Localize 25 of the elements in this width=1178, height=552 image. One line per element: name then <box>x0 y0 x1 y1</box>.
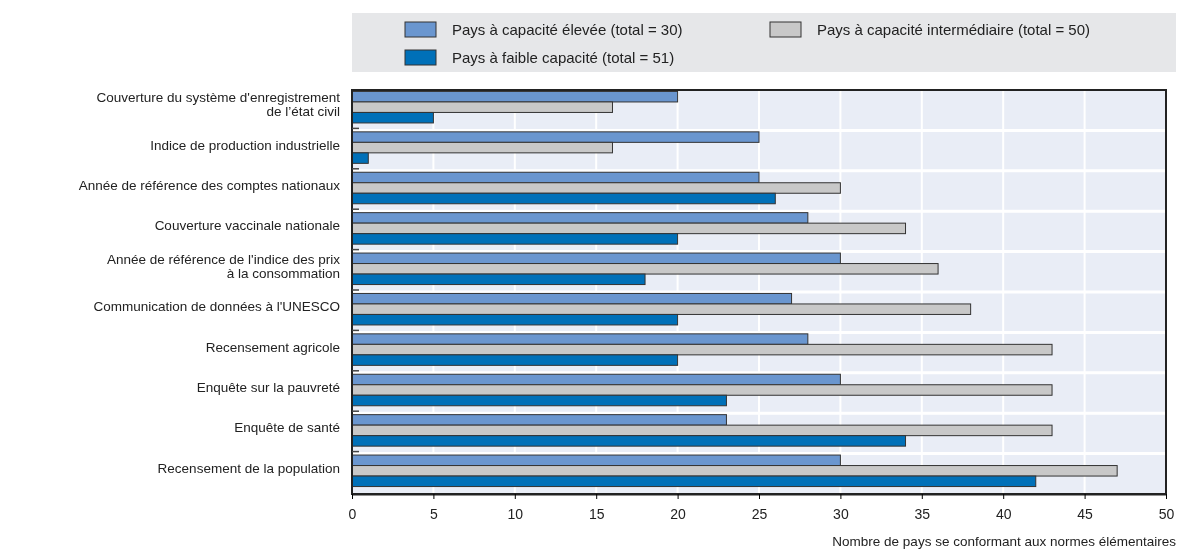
legend-label: Pays à capacité intermédiaire (total = 50) <box>817 21 1091 38</box>
x-tick-label: 5 <box>430 505 438 522</box>
y-tick-label: Couverture du système d'enregistrement de l’état civil <box>96 90 341 120</box>
x-tick-label: 40 <box>995 505 1012 522</box>
y-tick-label: Recensement de la population <box>157 460 340 476</box>
x-tick-label: 45 <box>1077 505 1094 522</box>
legend-label: Pays à capacité élevée (total = 30) <box>452 21 683 38</box>
x-tick-label: 0 <box>348 505 357 522</box>
x-tick-label: 35 <box>914 505 931 522</box>
x-axis-title: Nombre de pays se conformant aux normes élémentaires <box>832 534 1177 549</box>
x-tick-label: 25 <box>751 505 768 522</box>
y-tick-label: Enquête sur la pauvreté <box>196 380 340 395</box>
y-tick-label: Année de référence de l'indice des prix à la consommation <box>107 251 341 281</box>
x-tick-label: 15 <box>588 505 605 522</box>
x-tick-label: 10 <box>507 505 524 522</box>
y-tick-label: Couverture vaccinale nationale <box>154 218 340 234</box>
x-tick-label: 20 <box>670 505 687 522</box>
x-tick-label: 50 <box>1158 505 1175 522</box>
y-tick-label: Recensement agricole <box>205 339 340 355</box>
x-tick-label: 30 <box>833 505 849 522</box>
y-tick-label: Enquête de santé <box>234 420 340 436</box>
legend-label: Pays à faible capacité (total = 51) <box>452 49 675 66</box>
y-tick-label: Année de référence des comptes nationaux <box>78 178 341 193</box>
y-tick-label: Communication de données à l'UNESCO <box>93 299 340 315</box>
y-tick-label: Indice de production industrielle <box>150 137 340 153</box>
